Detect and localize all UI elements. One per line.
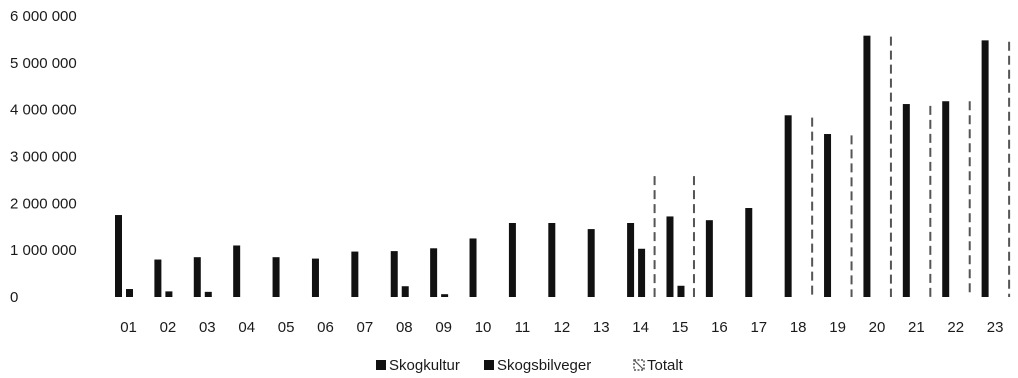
bar-skogsbilveger xyxy=(677,285,685,297)
bar-skogsbilveger xyxy=(126,289,133,297)
x-tick-label: 20 xyxy=(869,319,886,336)
bar-skogkultur xyxy=(233,245,241,297)
x-tick-label: 08 xyxy=(396,319,413,336)
bars xyxy=(115,35,1011,298)
bar-skogkultur xyxy=(824,134,832,297)
bar-skogkultur xyxy=(627,223,635,297)
legend-swatch-skogkultur xyxy=(376,360,386,370)
legend: Skogkultur Skogsbilveger Totalt xyxy=(376,357,684,374)
x-tick-label: 11 xyxy=(515,319,531,336)
bar-skogkultur xyxy=(942,101,950,297)
x-tick-label: 22 xyxy=(947,319,964,336)
y-tick-label: 2 000 000 xyxy=(10,195,77,212)
bar-skogkultur xyxy=(311,258,319,297)
bar-skogkultur xyxy=(784,115,792,297)
bar-skogkultur xyxy=(745,208,753,297)
x-tick-label: 12 xyxy=(554,319,571,336)
x-tick-label: 23 xyxy=(987,319,1004,336)
bar-skogsbilveger xyxy=(204,291,212,297)
x-tick-label: 18 xyxy=(790,319,807,336)
bar-skogkultur xyxy=(469,238,477,297)
bar-skogkultur xyxy=(351,251,359,297)
x-tick-label: 10 xyxy=(475,319,492,336)
x-tick-label: 13 xyxy=(593,319,610,336)
bar-skogkultur xyxy=(863,35,871,298)
bar-skogkultur xyxy=(705,220,713,297)
x-tick-label: 04 xyxy=(238,319,255,336)
y-tick-label: 4 000 000 xyxy=(10,102,77,119)
x-tick-label: 17 xyxy=(750,319,767,336)
bar-skogkultur xyxy=(193,257,201,297)
legend-swatch-skogsbilveger xyxy=(484,360,494,370)
x-tick-label: 02 xyxy=(160,319,177,336)
legend-label: Skogsbilveger xyxy=(497,357,591,374)
bar-skogkultur xyxy=(902,104,910,298)
bar-skogkultur xyxy=(587,229,595,297)
bar-skogkultur xyxy=(115,215,122,297)
x-tick-label: 19 xyxy=(829,319,846,336)
bar-skogkultur xyxy=(272,257,280,297)
x-tick-label: 07 xyxy=(357,319,374,336)
x-tick-label: 16 xyxy=(711,319,728,336)
y-tick-label: 1 000 000 xyxy=(10,242,77,259)
x-tick-label: 21 xyxy=(908,319,925,336)
legend-swatch-hatch xyxy=(634,360,644,370)
legend-label: Totalt xyxy=(647,357,684,374)
bar-skogsbilveger xyxy=(441,294,449,297)
bar-skogkultur xyxy=(154,259,162,297)
x-tick-label: 03 xyxy=(199,319,216,336)
x-tick-label: 01 xyxy=(120,319,137,336)
y-axis: 0 1 000 000 2 000 000 3 000 000 4 000 000 5 0… xyxy=(10,8,77,306)
bar-skogkultur xyxy=(548,223,556,297)
legend-label: Skogkultur xyxy=(389,357,460,374)
bar-skogkultur xyxy=(508,223,516,297)
bar-skogkultur xyxy=(390,251,398,297)
x-axis: 01 02 03 04 05 06 07 08 09 10 11 12 13 14 15 16 17 18 19 20… xyxy=(120,319,1003,336)
y-tick-label: 6 000 000 xyxy=(10,8,77,25)
bar-skogsbilveger xyxy=(638,248,646,297)
y-tick-label: 0 xyxy=(10,289,18,306)
y-tick-label: 3 000 000 xyxy=(10,149,77,166)
x-tick-label: 15 xyxy=(672,319,689,336)
bar-skogkultur xyxy=(981,40,989,297)
x-tick-label: 09 xyxy=(435,319,452,336)
bar-skogkultur xyxy=(666,216,674,297)
y-tick-label: 5 000 000 xyxy=(10,55,77,72)
bar-skogsbilveger xyxy=(401,286,409,297)
bar-skogkultur xyxy=(430,248,438,297)
bar-skogsbilveger xyxy=(165,291,173,297)
x-tick-label: 05 xyxy=(278,319,295,336)
x-tick-label: 06 xyxy=(317,319,334,336)
x-tick-label: 14 xyxy=(632,319,649,336)
